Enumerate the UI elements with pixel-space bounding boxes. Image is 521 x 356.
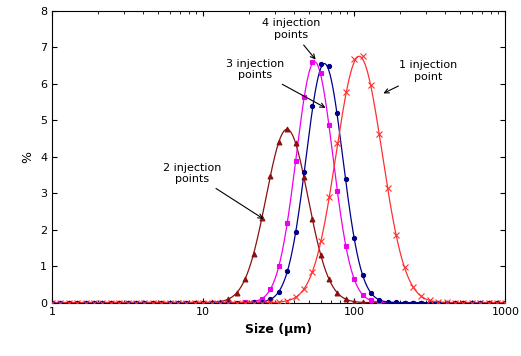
Y-axis label: %: %	[21, 151, 34, 163]
Text: 4 injection
points: 4 injection points	[262, 19, 320, 59]
Text: 3 injection
points: 3 injection points	[226, 59, 325, 107]
Text: 1 injection
point: 1 injection point	[384, 61, 457, 93]
Text: 2 injection
points: 2 injection points	[164, 163, 263, 218]
X-axis label: Size (μm): Size (μm)	[245, 323, 312, 336]
